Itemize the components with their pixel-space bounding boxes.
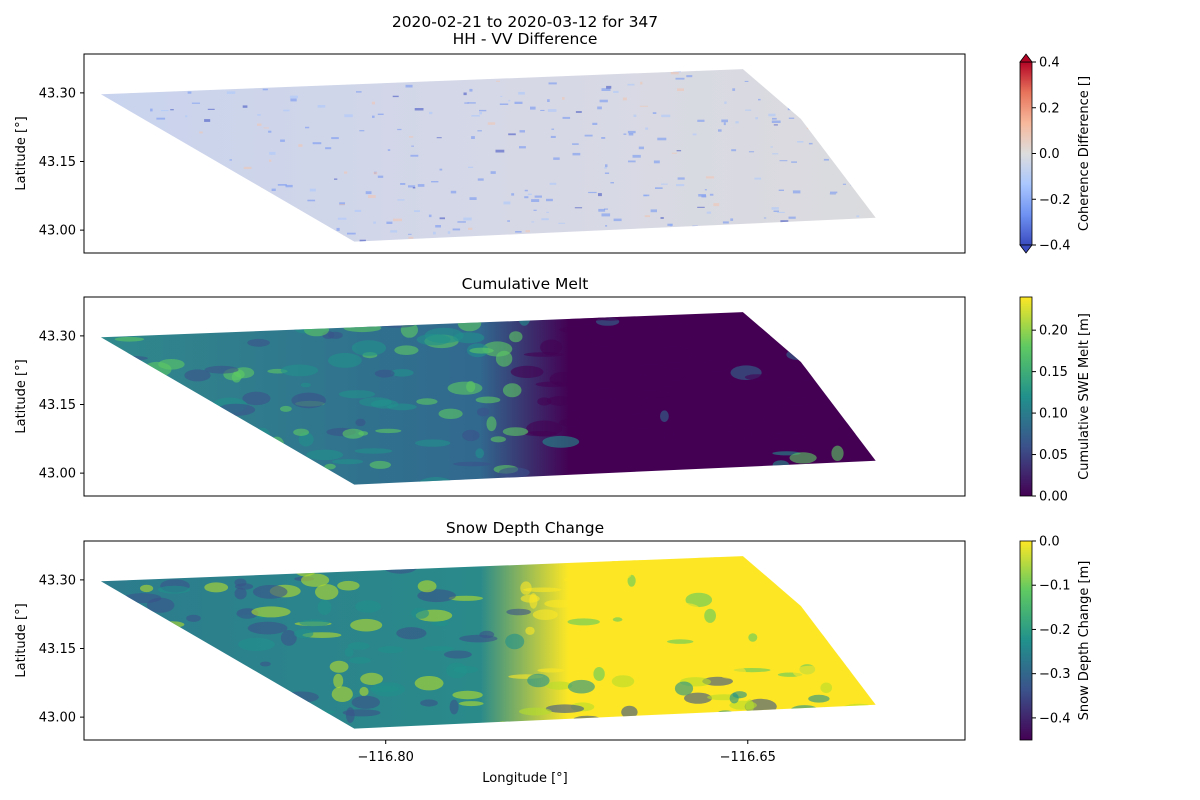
y-axis-label: Latitude [°] [14, 116, 29, 190]
y-tick-label: 43.30 [39, 329, 76, 344]
panel-1-heatmap [100, 69, 876, 242]
colorbar-tick-label: 0.20 [1039, 324, 1068, 339]
y-axis-label: Latitude [°] [14, 359, 29, 433]
y-tick-label: 43.30 [39, 86, 76, 101]
colorbar-tick-label: 0.05 [1039, 448, 1068, 463]
figure-suptitle: 2020-02-21 to 2020-03-12 for 347 [392, 13, 658, 31]
panel-2-axes [83, 296, 966, 497]
panel-2-title: Cumulative Melt [462, 275, 589, 293]
panel-3-axes [83, 540, 966, 741]
y-tick-label: 43.00 [39, 711, 76, 726]
y-tick-label: 43.00 [39, 467, 76, 482]
panel-1-title: HH - VV Difference [453, 30, 598, 48]
colorbar-tick-label: 0.2 [1039, 101, 1060, 116]
colorbar-tick-label: −0.1 [1039, 579, 1071, 594]
y-tick-label: 43.15 [39, 642, 76, 657]
colorbar-2 [1019, 296, 1033, 497]
colorbar-1 [1019, 61, 1033, 246]
x-tick-label: −116.80 [358, 750, 414, 765]
colorbar-tick-label: 0.15 [1039, 365, 1068, 380]
colorbar-tick-label: 0.00 [1039, 490, 1068, 505]
y-tick-label: 43.30 [39, 573, 76, 588]
colorbar-3 [1019, 540, 1033, 741]
colorbar-tick-label: −0.2 [1039, 623, 1071, 638]
colorbar-extend-min [1019, 244, 1033, 254]
colorbar-extend-max [1019, 53, 1033, 63]
colorbar-tick-label: −0.4 [1039, 239, 1071, 254]
panel-1-axes [83, 53, 966, 254]
panels: 43.00 43.15 43.30 Latitude [°] −0.4 −0.2 0.0 0.… [14, 53, 1092, 765]
panel-3-title: Snow Depth Change [446, 519, 604, 537]
y-axis-label: Latitude [°] [14, 603, 29, 677]
x-tick-label: −116.65 [720, 750, 776, 765]
x-axis-label: Longitude [°] [482, 771, 567, 786]
colorbar-label: Cumulative SWE Melt [m] [1077, 313, 1092, 480]
colorbar-tick-label: 0.0 [1039, 147, 1060, 162]
colorbar-tick-label: 0.10 [1039, 407, 1068, 422]
panel-2-heatmap [100, 312, 876, 485]
colorbar-tick-label: −0.3 [1039, 667, 1071, 682]
colorbar-label: Coherence Difference [] [1077, 76, 1092, 231]
y-tick-label: 43.15 [39, 155, 76, 170]
colorbar-tick-label: −0.4 [1039, 711, 1071, 726]
panel-3-heatmap [100, 556, 876, 729]
y-tick-label: 43.00 [39, 224, 76, 239]
colorbar-tick-label: −0.2 [1039, 193, 1071, 208]
colorbar-label: Snow Depth Change [m] [1077, 561, 1092, 721]
y-tick-label: 43.15 [39, 398, 76, 413]
colorbar-tick-label: 0.4 [1039, 56, 1060, 71]
colorbar-tick-label: 0.0 [1039, 535, 1060, 550]
